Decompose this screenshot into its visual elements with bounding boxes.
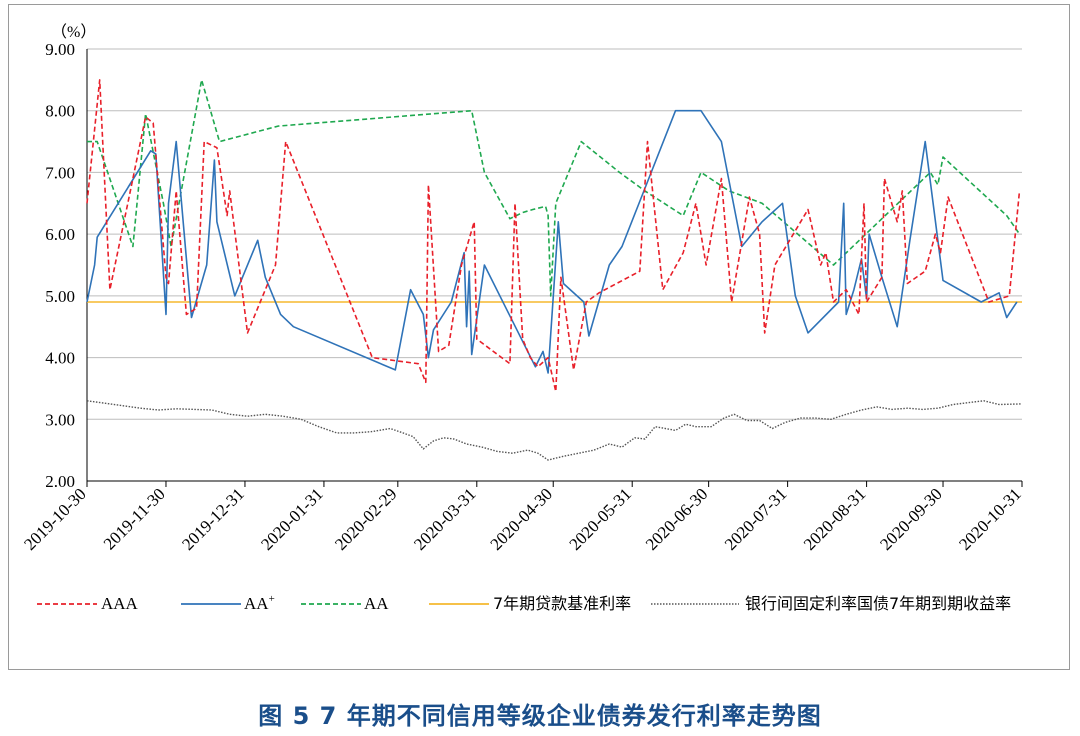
x-axis-ticks: 2019-10-30 2019-11-30 2019-12-31 2020-01-31… bbox=[20, 481, 1025, 554]
y-axis-unit: （%） bbox=[51, 23, 96, 41]
legend-entry-label: AA bbox=[364, 594, 389, 613]
y-tick-label: 6.00 bbox=[45, 225, 75, 244]
series-line-4 bbox=[86, 400, 1023, 461]
y-tick-label: 2.00 bbox=[45, 472, 75, 491]
x-tick-label: 2019-11-30 bbox=[100, 484, 169, 553]
y-tick-label: 3.00 bbox=[45, 410, 75, 429]
x-tick-label: 2019-12-31 bbox=[178, 484, 248, 554]
legend-entry-label: AAA bbox=[101, 594, 139, 613]
x-tick-label: 2020-10-31 bbox=[955, 484, 1025, 554]
x-tick-label: 2020-03-31 bbox=[410, 484, 480, 554]
x-tick-label: 2020-04-30 bbox=[487, 484, 557, 554]
x-tick-label: 2020-01-31 bbox=[257, 484, 327, 554]
y-tick-label: 5.00 bbox=[45, 287, 75, 306]
series-line-2 bbox=[87, 79, 1021, 297]
x-tick-label: 2020-02-29 bbox=[331, 484, 401, 554]
legend: AAA AA+ AA 7年期贷款基准利率 银行间固定利率国债7年期到期收益率 bbox=[37, 593, 1011, 613]
figure-caption: 图 5 7 年期不同信用等级企业债券发行利率走势图 bbox=[258, 702, 822, 730]
legend-entry-label: 7年期贷款基准利率 bbox=[493, 594, 631, 613]
x-tick-label: 2020-08-31 bbox=[800, 484, 870, 554]
line-chart: （%） 2.00 3.00 4.00 5.00 6.00 7.00 8.00 9.00 201… bbox=[20, 23, 1025, 613]
series-line-1 bbox=[86, 109, 1018, 374]
y-tick-label: 8.00 bbox=[45, 102, 75, 121]
series-lines bbox=[86, 79, 1023, 461]
y-tick-label: 4.00 bbox=[45, 349, 75, 368]
x-tick-label: 2020-09-30 bbox=[876, 484, 946, 554]
y-tick-label: 9.00 bbox=[45, 40, 75, 59]
legend-entry-label: AA+ bbox=[244, 593, 275, 613]
series-line-0 bbox=[86, 79, 1021, 393]
y-tick-label: 7.00 bbox=[45, 163, 75, 182]
x-tick-label: 2020-06-30 bbox=[642, 484, 712, 554]
legend-entry-label: 银行间固定利率国债7年期到期收益率 bbox=[745, 594, 1011, 613]
y-axis-ticks: 2.00 3.00 4.00 5.00 6.00 7.00 8.00 9.00 bbox=[45, 40, 75, 491]
chart-frame: （%） 2.00 3.00 4.00 5.00 6.00 7.00 8.00 9.00 201… bbox=[8, 4, 1070, 670]
x-tick-label: 2020-07-31 bbox=[721, 484, 791, 554]
x-tick-label: 2020-05-31 bbox=[566, 484, 636, 554]
x-tick-label: 2019-10-30 bbox=[20, 484, 90, 554]
